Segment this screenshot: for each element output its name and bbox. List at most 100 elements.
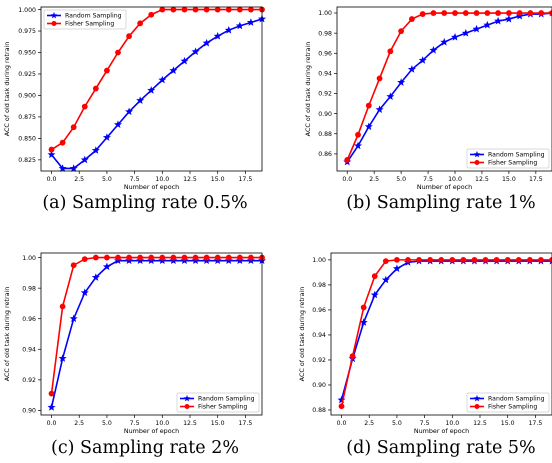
chart-panel-2: 0.0 2.5 5.0 7.5 10.0 12.5 15.0 17.5 0.86 0.88 0.90… bbox=[304, 7, 552, 213]
data-point-circle bbox=[82, 104, 88, 110]
x-tick-label: 10.0 bbox=[448, 176, 462, 183]
data-point-circle bbox=[416, 257, 422, 263]
x-tick-label: 15.0 bbox=[502, 176, 516, 183]
x-tick-label: 17.5 bbox=[238, 176, 252, 183]
y-tick-label: 1.00 bbox=[22, 255, 36, 262]
legend-label: Random Sampling bbox=[65, 13, 122, 20]
data-point-circle bbox=[527, 257, 533, 263]
data-point-circle bbox=[377, 76, 383, 82]
data-point-circle bbox=[93, 255, 99, 261]
data-point-circle bbox=[366, 103, 372, 109]
data-point-circle bbox=[538, 257, 544, 263]
series-random-sampling bbox=[338, 257, 552, 403]
data-point-circle bbox=[193, 7, 199, 13]
data-point-circle bbox=[204, 255, 210, 261]
x-tick-label: 7.5 bbox=[130, 176, 140, 183]
x-tick-label: 10.0 bbox=[155, 420, 169, 427]
y-axis-label: ACC of old task during retrain bbox=[3, 287, 11, 382]
x-tick-label: 15.0 bbox=[211, 176, 225, 183]
data-point-circle bbox=[82, 256, 88, 262]
data-point-star bbox=[48, 403, 56, 411]
series-line bbox=[52, 261, 262, 408]
data-point-circle bbox=[71, 124, 77, 130]
x-tick-label: 17.5 bbox=[528, 420, 542, 427]
y-tick-label: 0.875 bbox=[18, 114, 36, 121]
y-tick-label: 0.86 bbox=[318, 151, 332, 158]
plot-frame bbox=[331, 253, 552, 415]
legend: Random SamplingFisher Sampling bbox=[44, 10, 126, 29]
legend-label: Random Sampling bbox=[488, 396, 545, 403]
data-point-circle bbox=[494, 257, 500, 263]
data-point-circle bbox=[372, 273, 378, 279]
y-tick-label: 0.92 bbox=[312, 357, 326, 364]
data-point-circle bbox=[215, 7, 221, 13]
data-point-circle bbox=[49, 391, 55, 397]
legend: Random SamplingFisher Sampling bbox=[177, 393, 259, 412]
y-tick-label: 0.900 bbox=[18, 93, 36, 100]
x-tick-label: 2.5 bbox=[74, 420, 84, 427]
legend-label: Fisher Sampling bbox=[488, 404, 537, 411]
x-tick-label: 2.5 bbox=[364, 420, 374, 427]
y-tick-label: 0.950 bbox=[18, 50, 36, 57]
data-point-circle bbox=[60, 140, 66, 146]
data-point-circle bbox=[159, 7, 165, 13]
y-tick-label: 0.975 bbox=[18, 28, 36, 35]
data-point-circle bbox=[71, 262, 77, 268]
series-line bbox=[342, 260, 552, 406]
y-tick-label: 0.98 bbox=[312, 282, 326, 289]
y-tick-label: 0.850 bbox=[18, 136, 36, 143]
plot-frame bbox=[41, 253, 262, 415]
x-tick-label: 0.0 bbox=[337, 420, 347, 427]
x-axis-label: Number of epoch bbox=[124, 427, 179, 435]
x-tick-label: 2.5 bbox=[369, 176, 379, 183]
x-tick-label: 0.0 bbox=[47, 420, 57, 427]
data-point-circle bbox=[427, 257, 433, 263]
data-point-circle bbox=[420, 11, 426, 17]
legend-marker-circle bbox=[185, 404, 190, 409]
data-point-circle bbox=[355, 132, 361, 138]
x-tick-label: 5.0 bbox=[102, 176, 112, 183]
x-tick-label: 7.5 bbox=[130, 420, 140, 427]
x-tick-label: 12.5 bbox=[183, 176, 197, 183]
data-point-star bbox=[505, 15, 513, 23]
data-point-star bbox=[462, 29, 470, 37]
x-tick-label: 17.5 bbox=[238, 420, 252, 427]
y-axis-label: ACC of old task during retrain bbox=[304, 42, 312, 137]
data-point-circle bbox=[148, 12, 154, 18]
y-tick-label: 0.96 bbox=[318, 50, 332, 57]
data-point-circle bbox=[148, 255, 154, 261]
legend-marker-circle bbox=[52, 21, 57, 26]
data-point-circle bbox=[170, 7, 176, 13]
data-point-circle bbox=[115, 255, 121, 261]
data-point-circle bbox=[137, 20, 143, 26]
y-tick-label: 0.90 bbox=[312, 382, 326, 389]
x-tick-label: 0.0 bbox=[342, 176, 352, 183]
data-point-circle bbox=[215, 255, 221, 261]
data-point-circle bbox=[137, 255, 143, 261]
y-tick-label: 0.88 bbox=[312, 407, 326, 414]
data-point-circle bbox=[237, 7, 243, 13]
x-axis-label: Number of epoch bbox=[417, 183, 472, 191]
data-point-circle bbox=[441, 10, 447, 16]
data-point-circle bbox=[463, 10, 469, 16]
x-tick-label: 5.0 bbox=[102, 420, 112, 427]
data-point-circle bbox=[387, 48, 393, 54]
series-line bbox=[52, 258, 262, 394]
y-tick-label: 1.00 bbox=[312, 257, 326, 264]
chart-panel-1: 0.0 2.5 5.0 7.5 10.0 12.5 15.0 17.5 0.825 0.850 0.… bbox=[3, 7, 266, 213]
data-point-circle bbox=[405, 257, 411, 263]
data-point-circle bbox=[495, 10, 501, 16]
y-tick-label: 0.90 bbox=[22, 408, 36, 415]
x-axis-label: Number of epoch bbox=[414, 427, 469, 435]
data-point-circle bbox=[409, 16, 415, 22]
data-point-circle bbox=[350, 353, 356, 359]
y-tick-label: 0.825 bbox=[18, 157, 36, 164]
data-point-circle bbox=[538, 10, 544, 16]
data-point-circle bbox=[361, 305, 367, 311]
chart-panel-3: 0.0 2.5 5.0 7.5 10.0 12.5 15.0 17.5 0.90 0.92 0.94… bbox=[3, 253, 266, 458]
data-point-circle bbox=[170, 255, 176, 261]
x-tick-label: 5.0 bbox=[396, 176, 406, 183]
y-tick-label: 0.88 bbox=[318, 131, 332, 138]
data-point-circle bbox=[398, 28, 404, 34]
